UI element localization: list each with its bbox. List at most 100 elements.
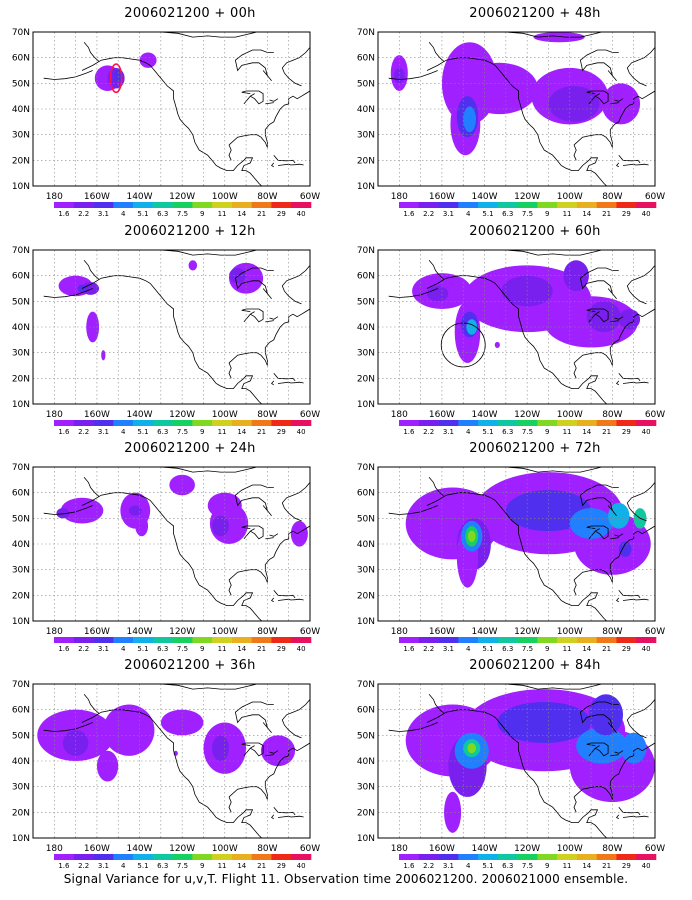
coastline	[428, 260, 445, 280]
colorbar-swatch	[399, 420, 420, 426]
colorbar-swatch	[212, 420, 233, 426]
colorbar-swatch	[54, 637, 75, 643]
colorbar-label: 9	[545, 862, 549, 870]
panel-title: 2006021200 + 84h	[469, 658, 601, 673]
colorbar-swatch	[73, 637, 94, 643]
coastline	[614, 750, 624, 754]
colorbar-swatch	[152, 202, 173, 208]
colorbar-swatch	[596, 637, 617, 643]
lon-tick-label: 120W	[169, 410, 195, 420]
lat-tick-label: 40N	[357, 105, 375, 115]
colorbar-swatch	[291, 637, 312, 643]
colorbar-swatch	[231, 854, 252, 860]
colorbar-label: 4	[466, 428, 471, 436]
colorbar-label: 29	[277, 645, 286, 653]
colorbar-label: 11	[563, 428, 572, 436]
coastline	[626, 265, 655, 305]
coastline	[614, 316, 624, 320]
map-panel-p12: 2006021200 + 12h 10N 20N 30N 40N 50N 60N 70N 180…	[12, 224, 350, 436]
coastline	[579, 701, 619, 734]
lat-tick-label: 30N	[357, 566, 375, 576]
colorbar-swatch	[93, 420, 114, 426]
colorbar-label: 2.2	[78, 428, 89, 436]
variance-contour	[56, 508, 70, 519]
lon-tick-label: 60W	[300, 844, 320, 854]
colorbar-label: 5.1	[482, 862, 493, 870]
colorbar-swatch	[113, 202, 134, 208]
coastline	[615, 162, 620, 168]
coastline	[573, 579, 577, 596]
colorbar-swatch	[458, 420, 479, 426]
colorbar-swatch	[73, 202, 94, 208]
lon-tick-label: 60W	[645, 627, 665, 637]
colorbar-label: 2.2	[423, 428, 434, 436]
colorbar-swatch	[54, 854, 75, 860]
colorbar-label: 40	[297, 645, 306, 653]
coastline	[573, 742, 655, 800]
coastline	[426, 275, 608, 404]
colorbar-label: 9	[200, 645, 204, 653]
coastline	[265, 754, 274, 757]
field-layer	[388, 684, 655, 838]
field-layer	[388, 467, 655, 621]
map-plot: 10N 20N 30N 40N 50N 60N 70N 180 160W 140W 120W 100W…	[357, 28, 665, 218]
coastline	[573, 362, 577, 379]
lon-tick-label: 180	[46, 844, 63, 854]
colorbar-swatch	[212, 637, 233, 643]
coastline	[640, 598, 649, 601]
lat-tick-label: 30N	[357, 783, 375, 793]
coastline	[269, 533, 279, 537]
colorbar-swatch	[478, 420, 499, 426]
coastline	[228, 525, 310, 583]
lon-tick-label: 160W	[429, 844, 455, 854]
lon-tick-label: 100W	[212, 627, 238, 637]
lat-tick-label: 30N	[12, 131, 30, 141]
variance-contour	[618, 541, 632, 557]
colorbar-swatch	[576, 202, 597, 208]
colorbar-label: 4	[466, 862, 471, 870]
colorbar-label: 14	[582, 862, 591, 870]
lon-tick-label: 180	[46, 410, 63, 420]
coastline	[273, 372, 296, 382]
colorbar-swatch	[271, 420, 292, 426]
colorbar-label: 21	[602, 210, 611, 218]
variance-contour	[290, 520, 308, 547]
colorbar-swatch	[73, 420, 94, 426]
colorbar-swatch	[133, 202, 154, 208]
colorbar-swatch	[133, 637, 154, 643]
coastline	[241, 525, 264, 540]
coastline	[277, 163, 296, 166]
coastline	[573, 525, 655, 583]
colorbar-label: 1.6	[58, 862, 70, 870]
lat-tick-label: 40N	[357, 540, 375, 550]
coastline	[277, 381, 296, 384]
colorbar-label: 3.1	[443, 210, 454, 218]
colorbar-label: 1.6	[403, 428, 415, 436]
coastline	[428, 42, 445, 62]
lat-tick-label: 60N	[357, 54, 375, 64]
coastline	[228, 308, 310, 366]
colorbar-label: 21	[257, 862, 266, 870]
colorbar-label: 6.3	[157, 645, 168, 653]
lon-tick-label: 160W	[429, 627, 455, 637]
colorbar-label: 4	[121, 645, 126, 653]
lat-tick-label: 60N	[357, 706, 375, 716]
lat-tick-label: 50N	[12, 514, 30, 524]
colorbar-swatch	[438, 202, 459, 208]
map-frame	[32, 31, 311, 187]
variance-contour	[260, 735, 296, 767]
lon-tick-label: 60W	[645, 844, 665, 854]
lon-tick-label: 140W	[126, 410, 152, 420]
colorbar-swatch	[73, 854, 94, 860]
colorbar-swatch	[271, 637, 292, 643]
lon-tick-label: 60W	[300, 192, 320, 202]
lat-tick-label: 10N	[357, 182, 375, 192]
coastline	[270, 597, 275, 603]
coastline	[277, 815, 296, 818]
panel-title: 2006021200 + 24h	[124, 441, 256, 456]
lon-tick-label: 140W	[126, 844, 152, 854]
colorbar-swatch	[172, 202, 193, 208]
lon-tick-label: 80W	[602, 410, 622, 420]
lat-tick-label: 20N	[357, 374, 375, 384]
panel-title: 2006021200 + 72h	[469, 441, 601, 456]
